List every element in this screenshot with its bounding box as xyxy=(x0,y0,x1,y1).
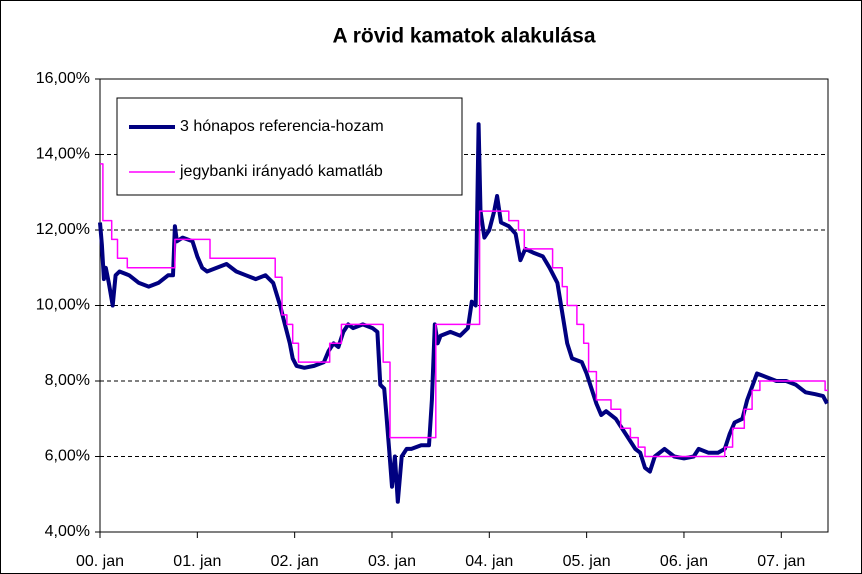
x-tick-label: 02. jan xyxy=(271,553,319,570)
x-tick-label: 06. jan xyxy=(660,553,708,570)
x-tick-label: 04. jan xyxy=(465,553,513,570)
y-tick-label: 14,00% xyxy=(36,146,90,163)
y-tick-label: 4,00% xyxy=(45,523,90,540)
plot-frame xyxy=(99,78,829,533)
y-tick-label: 16,00% xyxy=(36,70,90,87)
x-tick-label: 00. jan xyxy=(76,553,124,570)
y-tick-label: 8,00% xyxy=(45,372,90,389)
y-tick-label: 12,00% xyxy=(36,221,90,238)
chart-title: A rövid kamatok alakulása xyxy=(332,25,595,48)
legend-box xyxy=(116,97,463,196)
series-line xyxy=(100,163,828,458)
y-tick-label: 6,00% xyxy=(45,448,90,465)
x-tick-label: 07. jan xyxy=(757,553,805,570)
y-tick-label: 10,00% xyxy=(36,297,90,314)
legend-label: 3 hónapos referencia-hozam xyxy=(180,118,384,135)
x-tick-label: 05. jan xyxy=(563,553,611,570)
x-tick-label: 03. jan xyxy=(368,553,416,570)
x-tick-label: 01. jan xyxy=(173,553,221,570)
legend-label: jegybanki irányadó kamatláb xyxy=(179,163,383,180)
